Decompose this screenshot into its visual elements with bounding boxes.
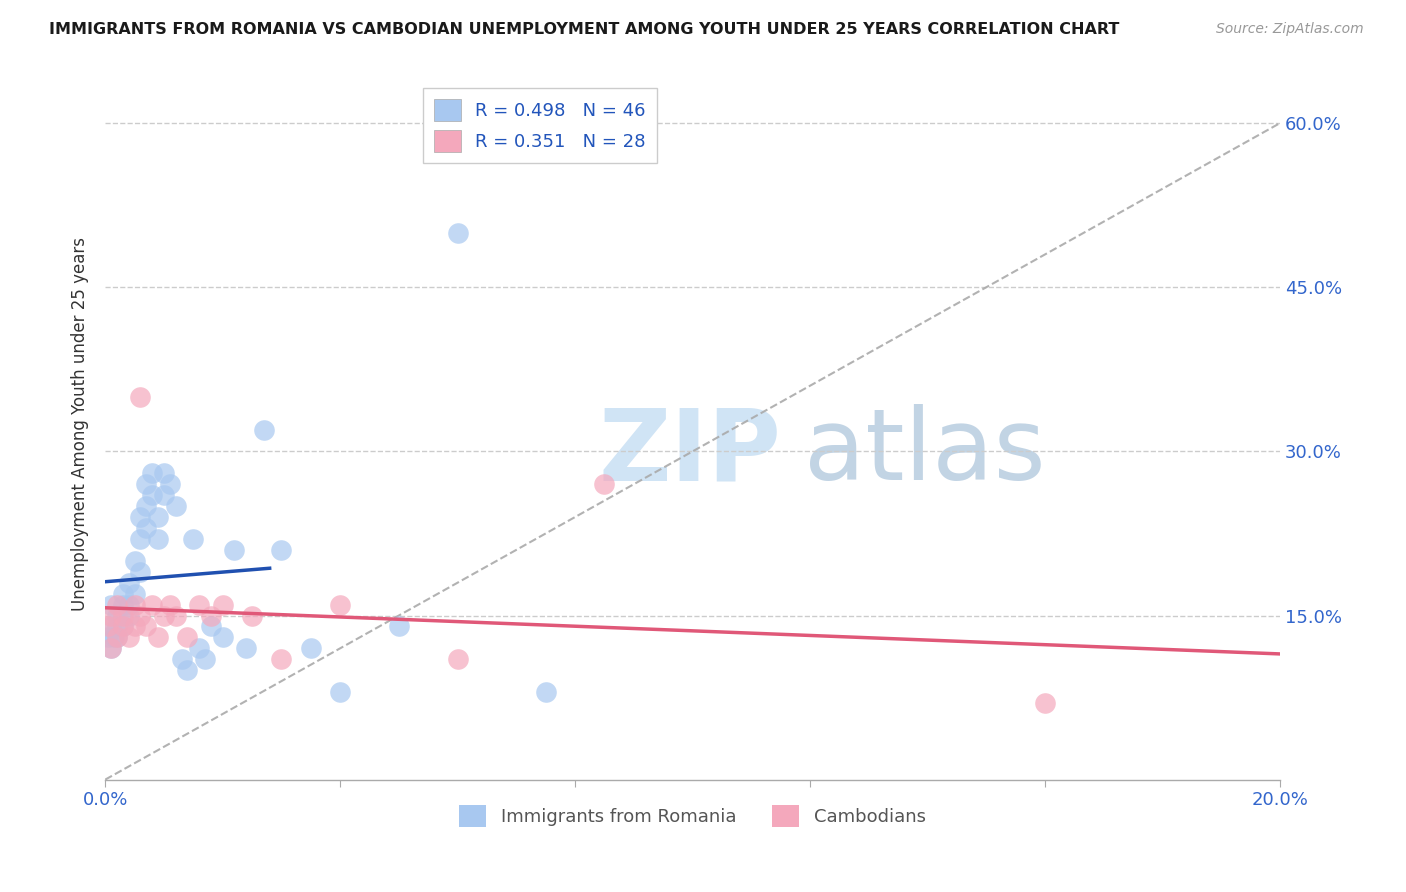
Point [118, 608, 141, 623]
Point [146, 532, 169, 546]
Point [124, 598, 146, 612]
Point [97, 631, 120, 645]
Point [146, 510, 169, 524]
Point [129, 390, 152, 404]
Point [100, 598, 122, 612]
Point [329, 598, 352, 612]
Point [211, 631, 233, 645]
Point [135, 619, 157, 633]
Point [240, 608, 263, 623]
Text: IMMIGRANTS FROM ROMANIA VS CAMBODIAN UNEMPLOYMENT AMONG YOUTH UNDER 25 YEARS COR: IMMIGRANTS FROM ROMANIA VS CAMBODIAN UNE… [49, 22, 1119, 37]
Point [200, 608, 222, 623]
Point [153, 467, 176, 481]
Point [224, 542, 246, 557]
Point [135, 521, 157, 535]
Point [129, 565, 152, 579]
Point [153, 608, 176, 623]
Point [124, 587, 146, 601]
Point [129, 532, 152, 546]
Point [118, 631, 141, 645]
Point [170, 652, 193, 666]
Point [129, 510, 152, 524]
Point [159, 477, 181, 491]
Point [135, 477, 157, 491]
Point [270, 652, 292, 666]
Point [100, 641, 122, 656]
Point [124, 619, 146, 633]
Point [105, 619, 128, 633]
Point [299, 641, 322, 656]
Point [176, 631, 198, 645]
Point [534, 685, 557, 699]
Point [235, 641, 257, 656]
Point [105, 598, 128, 612]
Point [165, 608, 187, 623]
Point [111, 619, 134, 633]
Point [105, 631, 128, 645]
Point [97, 619, 120, 633]
Point [188, 598, 211, 612]
Point [111, 587, 134, 601]
Point [129, 608, 152, 623]
Point [176, 663, 198, 677]
Point [253, 423, 276, 437]
Point [118, 575, 141, 590]
Point [211, 598, 233, 612]
Point [446, 652, 468, 666]
Point [111, 608, 134, 623]
Point [146, 631, 169, 645]
Point [329, 685, 352, 699]
Point [100, 608, 122, 623]
Point [388, 619, 411, 633]
Point [141, 467, 163, 481]
Point [446, 226, 468, 240]
Point [165, 499, 187, 513]
Point [159, 598, 181, 612]
Point [200, 619, 222, 633]
Point [111, 598, 134, 612]
Point [100, 619, 122, 633]
Y-axis label: Unemployment Among Youth under 25 years: Unemployment Among Youth under 25 years [72, 237, 89, 611]
Point [111, 619, 134, 633]
Point [105, 631, 128, 645]
Point [135, 499, 157, 513]
Text: atlas: atlas [804, 404, 1046, 501]
Legend: Immigrants from Romania, Cambodians: Immigrants from Romania, Cambodians [451, 798, 934, 835]
Point [118, 598, 141, 612]
Point [124, 554, 146, 568]
Point [1033, 696, 1056, 710]
Point [105, 608, 128, 623]
Point [103, 631, 125, 645]
Point [153, 488, 176, 502]
Point [100, 641, 122, 656]
Text: Source: ZipAtlas.com: Source: ZipAtlas.com [1216, 22, 1364, 37]
Point [188, 641, 211, 656]
Point [181, 532, 204, 546]
Point [593, 477, 616, 491]
Point [141, 598, 163, 612]
Point [194, 652, 217, 666]
Point [270, 542, 292, 557]
Text: ZIP: ZIP [599, 404, 782, 501]
Point [141, 488, 163, 502]
